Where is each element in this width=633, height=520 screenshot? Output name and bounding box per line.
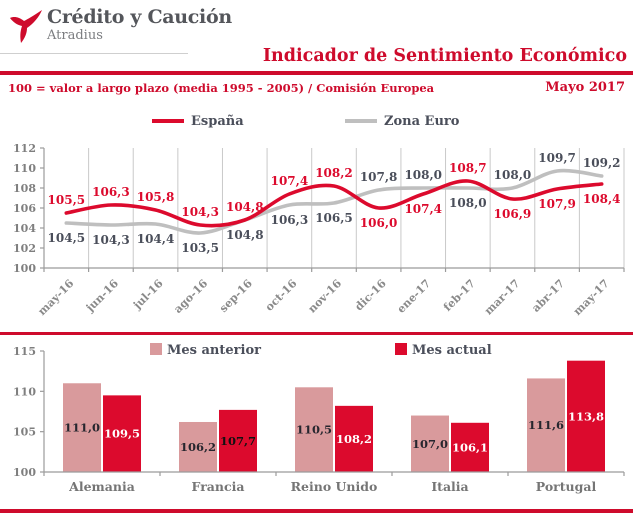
data-label: 108,2: [315, 166, 353, 180]
y-tick-label: 100: [13, 466, 36, 479]
bar-value-label: 107,7: [220, 434, 256, 448]
legend-label: España: [191, 114, 244, 129]
y-tick-label: 115: [13, 345, 36, 358]
report-period: Mayo 2017: [545, 80, 625, 95]
data-label: 107,4: [404, 202, 442, 216]
zona-euro-line: [64, 168, 604, 235]
bar-value-label: 111,6: [528, 418, 564, 432]
bar: [219, 409, 257, 472]
bar-value-label: 111,0: [64, 421, 100, 435]
country-bar-chart: 100 105 110 115 111,0 109,5 Alemania 106,2 107,7…: [13, 343, 625, 494]
month-label: jun-16: [83, 277, 121, 315]
legend-label: Mes actual: [412, 343, 492, 358]
bar: [527, 378, 565, 472]
month-label: mar-17: [482, 277, 523, 318]
legend-label: Mes anterior: [167, 343, 261, 358]
subtitle-row: 100 = valor a largo plazo (media 1995 - …: [0, 80, 633, 98]
data-label: 107,9: [538, 197, 576, 211]
month-label: ago-16: [171, 277, 210, 316]
month-label: may-17: [571, 277, 612, 318]
month-label: may-16: [35, 277, 76, 318]
data-label: 104,8: [226, 228, 264, 242]
bar-value-label: 106,2: [180, 440, 216, 454]
month-label: oct-16: [263, 277, 300, 314]
data-label: 104,5: [48, 231, 86, 245]
y-tick-label: 106: [13, 202, 36, 215]
bottom-divider: [0, 509, 633, 513]
data-label: 105,5: [48, 193, 86, 207]
legend-square-swatch: [150, 343, 162, 355]
y-tick-label: 112: [13, 142, 36, 155]
bar: [63, 383, 101, 472]
y-tick-label: 105: [13, 426, 36, 439]
bar-value-label: 108,2: [336, 432, 372, 446]
bar-value-label: 110,5: [296, 423, 332, 437]
data-label: 107,4: [271, 174, 309, 188]
data-label: 106,3: [271, 213, 309, 227]
data-label: 108,4: [583, 192, 621, 206]
y-tick-label: 110: [13, 162, 36, 175]
data-label: 108,7: [449, 161, 487, 175]
data-label: 108,0: [404, 168, 442, 182]
company-logo: Crédito y Caución Atradius: [8, 8, 232, 46]
data-label: 104,3: [92, 233, 130, 247]
country-label: Portugal: [536, 479, 597, 494]
data-label: 106,9: [494, 207, 532, 221]
bar: [567, 360, 605, 472]
y-tick-label: 104: [13, 222, 36, 235]
bar: [411, 415, 449, 472]
data-label: 106,0: [360, 216, 398, 230]
logo-sub-text: Atradius: [47, 28, 103, 43]
month-label: sep-16: [217, 277, 255, 315]
month-label: ene-17: [395, 277, 434, 316]
legend-label: Zona Euro: [384, 114, 460, 129]
country-label: Francia: [192, 479, 245, 494]
data-label: 106,3: [92, 185, 130, 199]
y-tick-label: 108: [13, 182, 36, 195]
data-label: 107,8: [360, 170, 398, 184]
y-tick-label: 100: [13, 262, 36, 275]
bar: [103, 395, 141, 472]
bar: [335, 405, 373, 472]
month-label: dic-16: [352, 277, 389, 314]
bar: [179, 421, 217, 472]
bar-value-label: 109,5: [104, 427, 140, 441]
month-label: abr-17: [529, 277, 567, 315]
bar-value-label: 107,0: [412, 437, 448, 451]
country-label: Italia: [431, 479, 468, 494]
page-title: Indicador de Sentimiento Económico: [262, 46, 627, 66]
bar: [295, 387, 333, 472]
data-label: 108,0: [449, 196, 487, 210]
data-label: 108,0: [494, 168, 532, 182]
y-tick-label: 102: [13, 242, 36, 255]
data-label: 105,8: [137, 190, 175, 204]
month-label: jul-16: [130, 277, 166, 313]
data-label: 104,8: [226, 200, 264, 214]
y-tick-label: 110: [13, 385, 36, 398]
country-label: Reino Unido: [291, 479, 378, 494]
bar-value-label: 106,1: [452, 440, 488, 454]
credito-caucion-logo-icon: [10, 10, 42, 43]
logo-underline: [0, 53, 188, 54]
month-label: feb-17: [441, 277, 478, 314]
logo-brand-text: Crédito y Caución: [47, 6, 232, 28]
legend-square-swatch: [395, 343, 407, 355]
country-label: Alemania: [68, 479, 135, 494]
data-label: 103,5: [181, 241, 219, 255]
españa-line: [64, 179, 604, 228]
month-label: nov-16: [306, 277, 345, 316]
data-label: 106,5: [315, 211, 353, 225]
middle-divider: [0, 332, 633, 335]
data-label: 109,7: [538, 151, 576, 165]
data-label: 104,4: [137, 232, 175, 246]
header-divider: [0, 71, 633, 75]
bar-value-label: 113,8: [568, 409, 604, 423]
bar: [451, 422, 489, 472]
data-label: 109,2: [583, 156, 621, 170]
data-label: 104,3: [181, 205, 219, 219]
chart-subtitle: 100 = valor a largo plazo (media 1995 - …: [8, 81, 435, 95]
